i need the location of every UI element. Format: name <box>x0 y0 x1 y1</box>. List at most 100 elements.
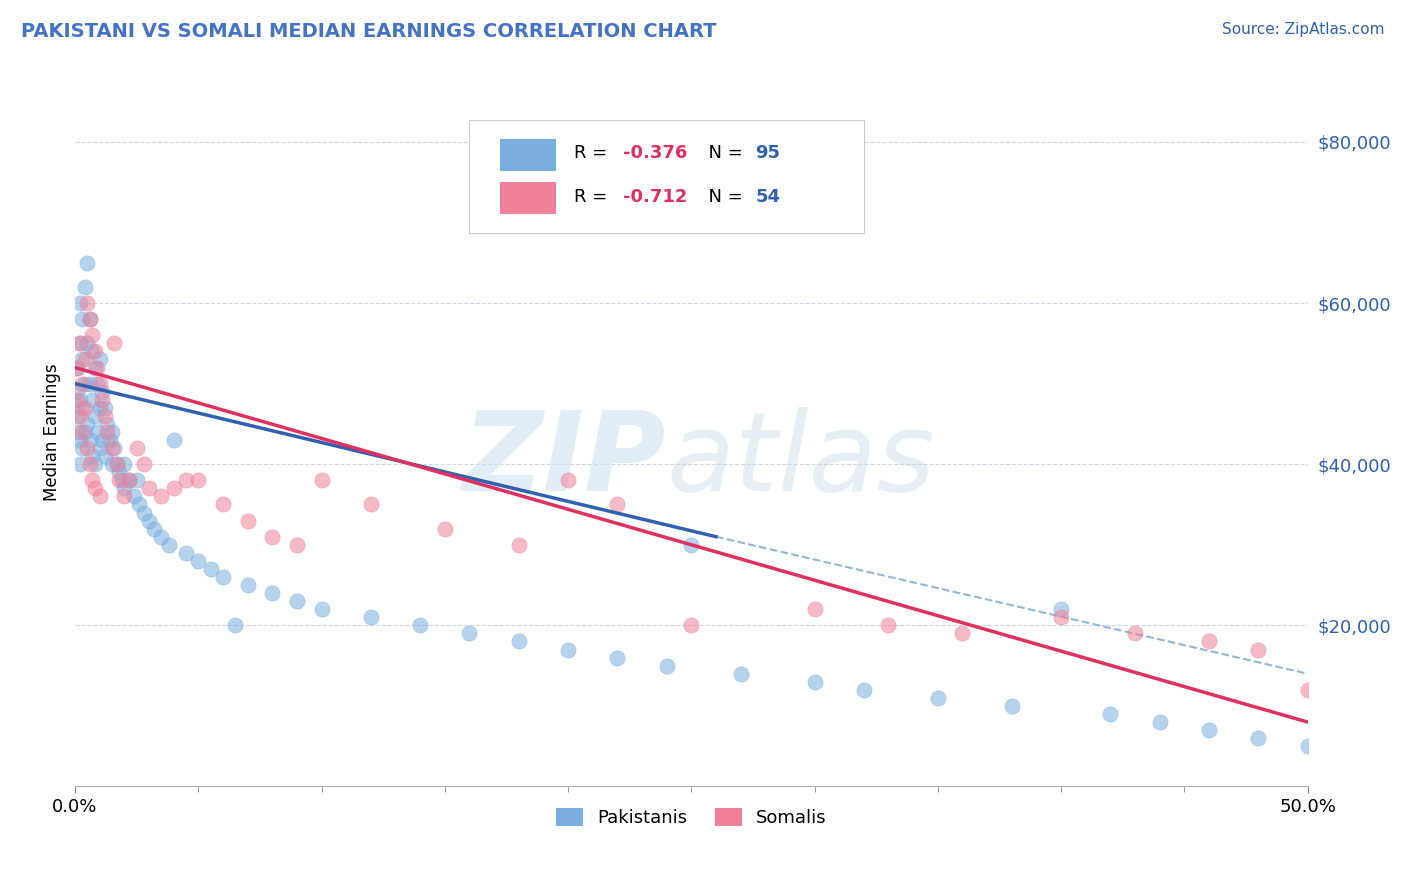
Point <box>93 409 115 423</box>
Point <box>200 562 222 576</box>
Point <box>83 360 105 375</box>
Point <box>82 473 104 487</box>
Point <box>76 441 98 455</box>
Point <box>103 441 125 455</box>
Point <box>108 465 131 479</box>
Point <box>66 384 89 399</box>
Point <box>606 650 628 665</box>
Point <box>262 530 284 544</box>
Point <box>79 457 101 471</box>
Point <box>101 457 124 471</box>
Point <box>83 481 105 495</box>
Text: R =: R = <box>574 145 613 162</box>
Point <box>93 449 115 463</box>
Point <box>1296 739 1319 754</box>
Point <box>236 578 259 592</box>
FancyBboxPatch shape <box>501 182 555 214</box>
FancyBboxPatch shape <box>501 139 555 171</box>
Point <box>66 360 89 375</box>
Point <box>69 409 91 423</box>
Point <box>681 538 703 552</box>
Point <box>606 498 628 512</box>
Point <box>1198 723 1220 737</box>
Point <box>557 642 579 657</box>
Point <box>655 658 678 673</box>
Point <box>212 498 235 512</box>
Point <box>91 433 114 447</box>
Point <box>557 473 579 487</box>
Point <box>89 401 111 415</box>
Point <box>66 409 89 423</box>
Text: Source: ZipAtlas.com: Source: ZipAtlas.com <box>1222 22 1385 37</box>
Point <box>187 473 209 487</box>
Point <box>83 344 105 359</box>
Point <box>112 457 135 471</box>
Point <box>174 473 197 487</box>
Point <box>311 473 333 487</box>
Point <box>508 538 530 552</box>
Point <box>101 441 124 455</box>
Point <box>73 280 96 294</box>
Point <box>72 376 94 391</box>
Point <box>89 490 111 504</box>
Point <box>69 336 91 351</box>
Point <box>1050 610 1073 624</box>
Point <box>187 554 209 568</box>
Point <box>1198 634 1220 648</box>
Point <box>157 538 180 552</box>
Point <box>69 433 91 447</box>
Point <box>72 441 94 455</box>
Point <box>69 457 91 471</box>
Point <box>360 610 382 624</box>
Point <box>72 312 94 326</box>
Point <box>285 538 308 552</box>
Point <box>111 473 134 487</box>
Point <box>72 352 94 367</box>
Point <box>1247 731 1270 746</box>
Point <box>1099 706 1122 721</box>
Point <box>1050 602 1073 616</box>
Point <box>91 384 114 399</box>
Point <box>952 626 974 640</box>
Point <box>118 473 141 487</box>
Text: 95: 95 <box>755 145 780 162</box>
Point <box>409 618 432 632</box>
Point <box>89 352 111 367</box>
Point <box>73 352 96 367</box>
Point <box>128 498 150 512</box>
Point <box>73 401 96 415</box>
Point <box>132 457 155 471</box>
Text: PAKISTANI VS SOMALI MEDIAN EARNINGS CORRELATION CHART: PAKISTANI VS SOMALI MEDIAN EARNINGS CORR… <box>21 22 717 41</box>
Point <box>69 296 91 310</box>
Point <box>681 618 703 632</box>
Point <box>236 514 259 528</box>
Point <box>72 401 94 415</box>
Point <box>105 457 128 471</box>
Point <box>112 490 135 504</box>
Text: -0.712: -0.712 <box>623 187 688 205</box>
Point <box>803 674 825 689</box>
Point <box>125 441 148 455</box>
Point <box>76 256 98 270</box>
Point <box>82 344 104 359</box>
Point <box>212 570 235 584</box>
Point <box>66 425 89 439</box>
Point <box>877 618 900 632</box>
Point <box>433 522 456 536</box>
Point <box>69 336 91 351</box>
Y-axis label: Median Earnings: Median Earnings <box>44 363 60 500</box>
Point <box>105 457 128 471</box>
Point <box>86 376 108 391</box>
Point <box>730 666 752 681</box>
Point <box>1296 682 1319 697</box>
Point <box>118 473 141 487</box>
Point <box>79 312 101 326</box>
Point <box>66 360 89 375</box>
Point <box>108 473 131 487</box>
Point <box>66 392 89 407</box>
Text: 54: 54 <box>755 187 780 205</box>
Point <box>83 409 105 423</box>
Point <box>76 296 98 310</box>
Point <box>138 514 160 528</box>
Point <box>458 626 481 640</box>
